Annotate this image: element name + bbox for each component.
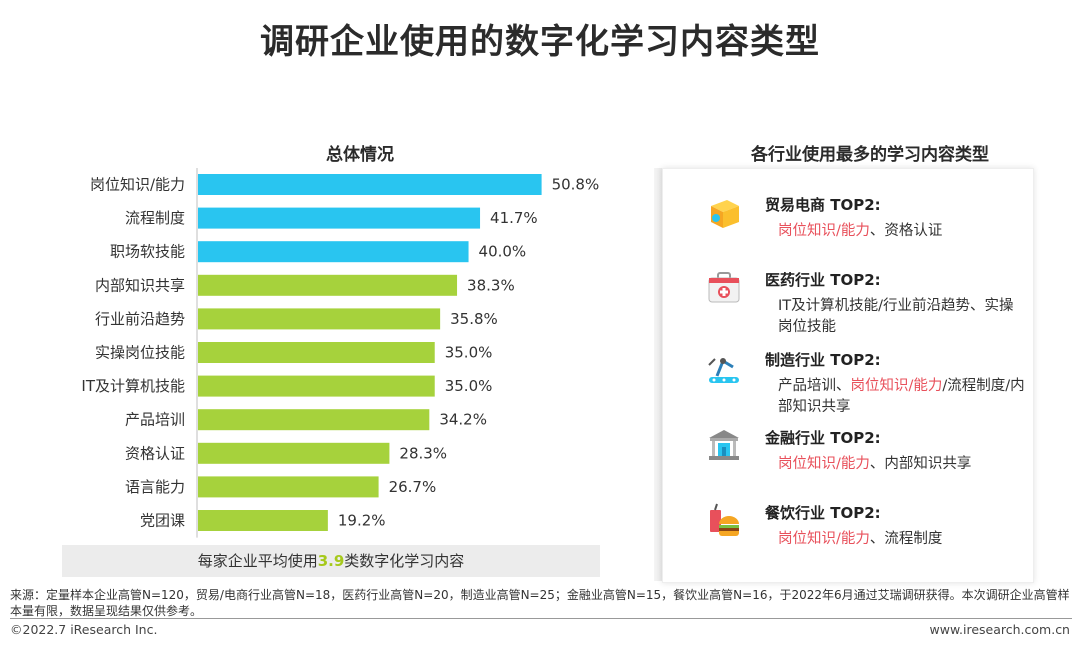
- category-label: 产品培训: [125, 411, 185, 429]
- industry-body: 岗位知识/能力、内部知识共享: [778, 456, 972, 472]
- value-label: 35.0%: [445, 377, 493, 395]
- value-label: 28.3%: [399, 444, 447, 462]
- category-label: 党团课: [140, 512, 185, 530]
- medical-kit-icon: [708, 272, 740, 303]
- bar-3: [198, 274, 458, 296]
- category-label: 行业前沿趋势: [95, 310, 185, 328]
- industry-head: 金融行业 TOP2:: [765, 429, 881, 447]
- bar-chart: 岗位知识/能力 50.8% 流程制度 41.7% 职场软技能 40.0% 内部知识共享 38.…: [81, 168, 600, 538]
- chart-title: 总体情况: [326, 145, 394, 165]
- bar-8: [198, 442, 390, 464]
- bar-9: [198, 476, 379, 498]
- value-label: 35.8%: [450, 310, 498, 328]
- value-label: 41.7%: [490, 209, 538, 227]
- category-label: 岗位知识/能力: [90, 176, 185, 194]
- industry-panel-title: 各行业使用最多的学习内容类型: [751, 145, 989, 165]
- box-icon: [711, 200, 739, 228]
- value-label: 50.8%: [552, 176, 600, 194]
- value-label: 35.0%: [445, 344, 493, 362]
- website-link[interactable]: www.iresearch.com.cn: [929, 622, 1071, 637]
- industry-body: 岗位知识/能力、资格认证: [778, 223, 943, 239]
- bar-2: [198, 241, 469, 263]
- source-note: 来源：定量样本企业高管N=120，贸易/电商行业高管N=18，医药行业高管N=2…: [10, 588, 1070, 618]
- category-label: 流程制度: [125, 209, 185, 227]
- value-label: 34.2%: [439, 411, 487, 429]
- value-label: 40.0%: [479, 243, 527, 261]
- category-label: 职场软技能: [110, 243, 185, 261]
- average-value: 3.9: [317, 552, 345, 570]
- industry-panel: 贸易电商 TOP2: 岗位知识/能力、资格认证 医药行业 TOP2: IT及计算…: [662, 168, 1034, 583]
- value-label: 38.3%: [467, 276, 515, 294]
- category-label: 资格认证: [125, 444, 185, 462]
- value-label: 26.7%: [389, 478, 437, 496]
- industry-body: 岗位知识/能力、流程制度: [778, 531, 943, 547]
- category-label: IT及计算机技能: [81, 377, 185, 395]
- panel-shadow-edge: [654, 168, 664, 581]
- footer-divider: [10, 618, 1072, 619]
- industry-head: 餐饮行业 TOP2:: [765, 504, 881, 522]
- copyright: ©2022.7 iResearch Inc.: [10, 622, 158, 637]
- average-summary: 每家企业平均使用3.9类数字化学习内容: [62, 545, 600, 577]
- category-label: 内部知识共享: [95, 276, 185, 294]
- category-label: 实操岗位技能: [95, 344, 185, 362]
- bar-0: [198, 174, 542, 195]
- industry-head: 贸易电商 TOP2:: [765, 196, 881, 214]
- page-title: 调研企业使用的数字化学习内容类型: [260, 22, 820, 62]
- industry-head: 医药行业 TOP2:: [765, 271, 881, 289]
- value-label: 19.2%: [338, 512, 386, 530]
- bar-7: [198, 409, 430, 431]
- average-prefix: 每家企业平均使用: [197, 552, 318, 570]
- bar-1: [198, 207, 481, 229]
- bar-6: [198, 375, 435, 397]
- bar-10: [198, 510, 328, 531]
- industry-head: 制造行业 TOP2:: [765, 351, 881, 369]
- food-icon: [710, 503, 739, 536]
- robot-arm-icon: [708, 358, 739, 383]
- industry-body: IT及计算机技能/行业前沿趋势、实操岗位技能: [778, 298, 1014, 335]
- bar-5: [198, 342, 435, 363]
- bar-4: [198, 308, 441, 330]
- bank-icon: [709, 430, 739, 460]
- average-suffix: 类数字化学习内容: [344, 552, 465, 570]
- category-label: 语言能力: [125, 478, 185, 496]
- industry-body: 产品培训、岗位知识/能力/流程制度/内部知识共享: [778, 378, 1025, 415]
